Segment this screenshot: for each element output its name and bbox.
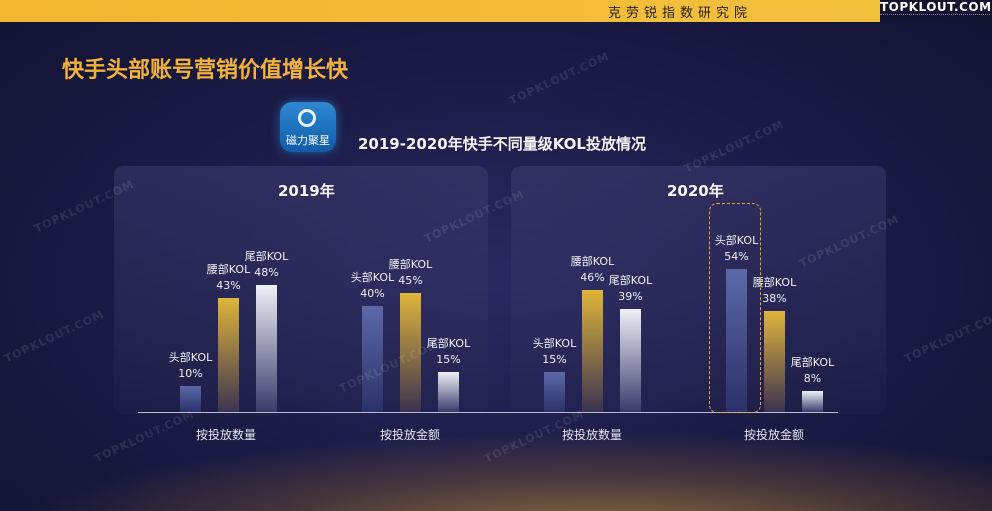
panel-title-2020: 2020年 — [667, 182, 724, 200]
data-label-value: 15% — [542, 353, 567, 367]
header-bar-text: 克劳锐指数研究院 — [607, 6, 752, 21]
bar-2020年-按投放数量-头部KOL — [544, 372, 565, 412]
data-label-series: 头部KOL — [168, 350, 213, 364]
bar-2019年-按投放金额-尾部KOL — [438, 372, 459, 412]
data-label-value: 46% — [580, 271, 605, 285]
bar-2019年-按投放数量-尾部KOL — [256, 284, 277, 412]
logo-ring-icon — [298, 109, 316, 127]
data-label-series: 头部KOL — [714, 233, 759, 247]
bar-2020年-按投放数量-尾部KOL — [620, 308, 641, 412]
data-label-series: 腰部KOL — [570, 255, 615, 269]
data-label-value: 43% — [216, 279, 241, 293]
data-label-value: 45% — [398, 273, 423, 287]
brand-subline — [880, 14, 990, 19]
watermark: TOPKLOUT.COM — [902, 307, 992, 366]
panel-title-2019: 2019年 — [278, 182, 335, 200]
panel-2019 — [114, 166, 488, 414]
data-label-value: 15% — [436, 353, 461, 367]
data-label-value: 40% — [360, 287, 385, 300]
bar-2019年-按投放数量-腰部KOL — [218, 298, 239, 412]
brand-logo: TOPKLOUT.COM — [880, 0, 992, 22]
bar-2019年-按投放数量-头部KOL — [180, 385, 201, 412]
data-label-series: 尾部KOL — [608, 273, 653, 287]
data-label-value: 48% — [254, 265, 279, 279]
bar-2020年-按投放数量-腰部KOL — [582, 290, 603, 412]
data-label-series: 尾部KOL — [790, 355, 835, 369]
data-label-series: 腰部KOL — [752, 276, 797, 290]
bar-2020年-按投放金额-头部KOL — [726, 268, 747, 412]
panel-2020 — [511, 166, 886, 414]
page-title: 快手头部账号营销价值增长快 — [62, 58, 349, 83]
data-label-series: 尾部KOL — [426, 337, 471, 351]
data-label-value: 39% — [618, 289, 643, 303]
watermark: TOPKLOUT.COM — [507, 49, 612, 108]
data-label-value: 54% — [724, 249, 749, 263]
data-label-value: 38% — [762, 292, 787, 306]
bar-2019年-按投放金额-腰部KOL — [400, 292, 421, 412]
logo-text: 磁力聚星 — [286, 134, 330, 147]
golden-terrain-decoration — [0, 431, 992, 511]
brand-name: TOPKLOUT.COM — [880, 0, 992, 14]
data-label-series: 头部KOL — [532, 337, 577, 351]
data-label-value: 10% — [178, 366, 203, 380]
magnetic-star-logo: 磁力聚星 — [280, 102, 336, 152]
header-bar: 克劳锐指数研究院 — [0, 0, 880, 22]
data-label-series: 腰部KOL — [206, 263, 251, 277]
chart-baseline — [138, 412, 838, 413]
bar-2019年-按投放金额-头部KOL — [362, 306, 383, 412]
watermark: TOPKLOUT.COM — [2, 307, 107, 366]
data-label-series: 头部KOL — [350, 271, 395, 284]
bar-2020年-按投放金额-尾部KOL — [802, 390, 823, 412]
highlight-box-2020-head-amount — [709, 203, 761, 413]
data-label-series: 腰部KOL — [388, 257, 433, 271]
chart-title: 2019-2020年快手不同量级KOL投放情况 — [358, 135, 646, 153]
bar-2020年-按投放金额-腰部KOL — [764, 311, 785, 412]
data-label-series: 尾部KOL — [244, 249, 289, 263]
data-label-value: 8% — [803, 371, 822, 385]
